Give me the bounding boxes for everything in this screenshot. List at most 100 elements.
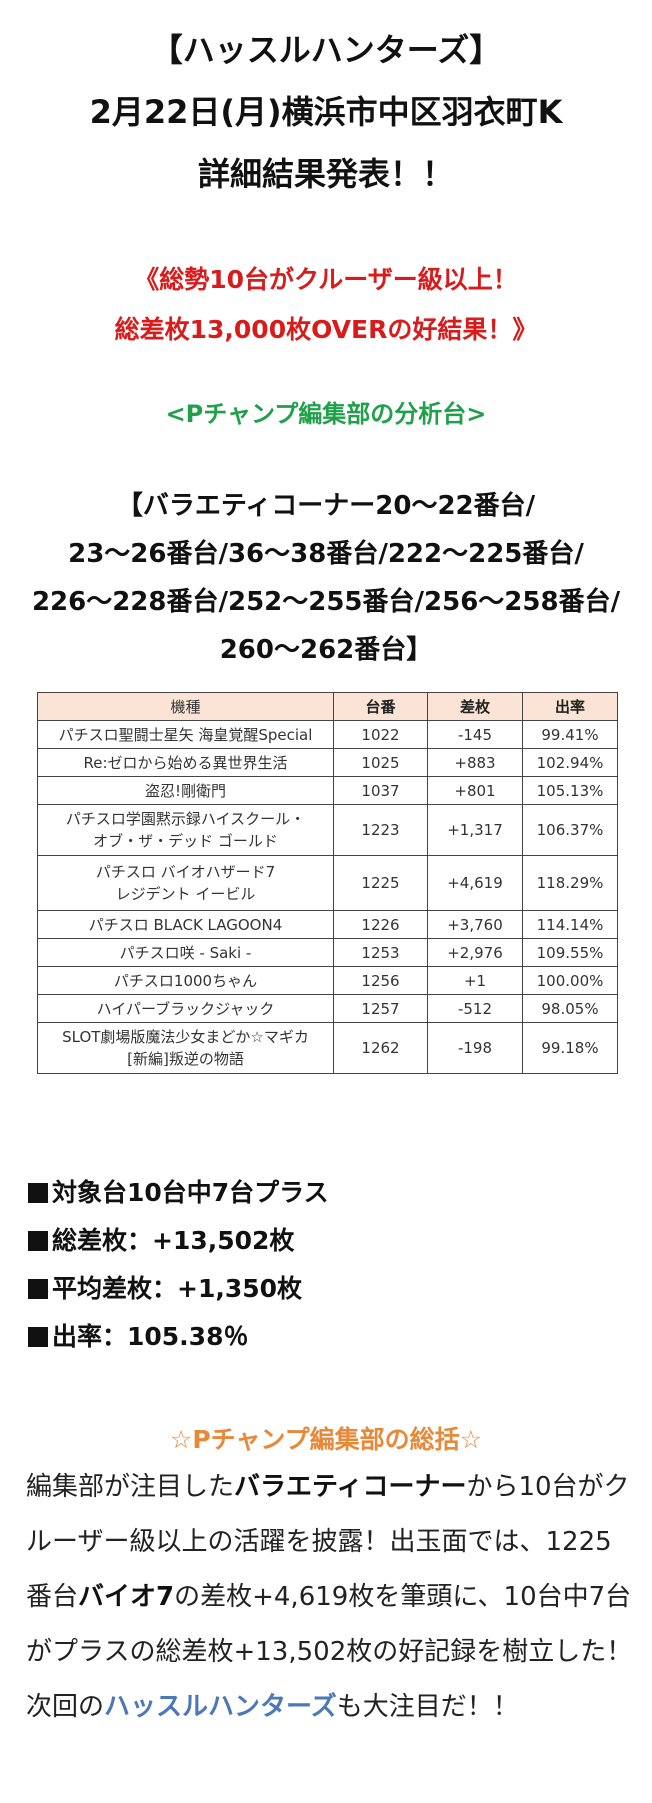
cell-rate: 106.37% (522, 804, 618, 856)
model-name-line1: SLOT劇場版魔法少女まどか☆マギカ (62, 1028, 309, 1046)
cell-machine-no: 1256 (333, 966, 428, 995)
cell-rate: 118.29% (522, 855, 618, 911)
cell-machine-no: 1257 (333, 994, 428, 1023)
model-name-line2: [新編]叛逆の物語 (127, 1050, 244, 1068)
corner-title-line1: 【バラエティコーナー20〜22番台/ (116, 491, 536, 521)
cell-model: パチスロ バイオハザード7 レジデント イービル (37, 855, 334, 911)
table-row: パチスロ咲 - Saki - 1253 +2,976 109.55% (37, 938, 618, 967)
summary-item-payout-rate: 出率：105.38％ (28, 1314, 628, 1359)
model-name-line1: パチスロ学園黙示録ハイスクール・ (65, 810, 306, 828)
model-name: 盗忍!剛衛門 (144, 781, 226, 800)
cell-diff: +3,760 (427, 910, 523, 939)
summary-text: 対象台10台中7台プラス (52, 1178, 329, 1207)
cell-machine-no: 1253 (333, 938, 428, 967)
square-bullet-icon (28, 1327, 48, 1347)
wrapup-text: から10台がクルーザー級以上の活躍を披露！出玉面では、1225番台 (26, 1472, 630, 1612)
corner-title-line3: 226〜228番台/252〜255番台/256〜258番台/ (31, 587, 621, 617)
model-name: パチスロ1000ちゃん (113, 971, 258, 990)
cell-machine-no: 1262 (333, 1022, 428, 1074)
results-table: 機種 台番 差枚 出率 パチスロ聖闘士星矢 海皇覚醒Special 1022 -… (37, 692, 618, 1074)
table-row: SLOT劇場版魔法少女まどか☆マギカ [新編]叛逆の物語 1262 -198 9… (37, 1022, 618, 1074)
table-row: パチスロ1000ちゃん 1256 +1 100.00% (37, 966, 618, 995)
cell-machine-no: 1225 (333, 855, 428, 911)
corner-title-line4: 260〜262番台】 (219, 635, 433, 665)
table-row: パチスロ BLACK LAGOON4 1226 +3,760 114.14% (37, 910, 618, 939)
analysis-label: <Pチャンプ編集部の分析台> (165, 400, 487, 428)
cell-rate: 102.94% (522, 748, 618, 777)
cell-diff: +801 (427, 776, 523, 805)
square-bullet-icon (28, 1279, 48, 1299)
summary-item-average-diff: 平均差枚：+1,350枚 (28, 1266, 628, 1311)
cell-model: パチスロ咲 - Saki - (37, 938, 334, 967)
cell-diff: -145 (427, 720, 523, 749)
column-header-diff: 差枚 (427, 692, 523, 721)
cell-machine-no: 1037 (333, 776, 428, 805)
wrapup-text: の差枚+4,619枚を筆頭に、10台中7台がプラスの総差枚+13,502枚の好記… (26, 1582, 633, 1722)
cell-diff: +883 (427, 748, 523, 777)
table-row: Re:ゼロから始める異世界生活 1025 +883 102.94% (37, 748, 618, 777)
model-name: パチスロ聖闘士星矢 海皇覚醒Special (58, 725, 313, 744)
cell-model: パチスロ BLACK LAGOON4 (37, 910, 334, 939)
table-row: 盗忍!剛衛門 1037 +801 105.13% (37, 776, 618, 805)
model-name: パチスロ咲 - Saki - (119, 943, 252, 962)
model-name-line2: オブ・ザ・デッド ゴールド (93, 832, 278, 850)
cell-model: 盗忍!剛衛門 (37, 776, 334, 805)
model-name-line2: レジデント イービル (115, 885, 256, 903)
corner-title-line2: 23〜26番台/36〜38番台/222〜225番台/ (68, 539, 584, 569)
column-header-rate: 出率 (522, 692, 618, 721)
table-row: パチスロ バイオハザード7 レジデント イービル 1225 +4,619 118… (37, 855, 618, 911)
wrapup-text: も大注目だ！！ (336, 1692, 519, 1722)
wrapup-emphasis-machine: バイオ7 (78, 1582, 175, 1612)
cell-rate: 114.14% (522, 910, 618, 939)
page-title-line2: 2月22日(月)横浜市中区羽衣町K (89, 93, 563, 131)
square-bullet-icon (28, 1231, 48, 1251)
cell-rate: 105.13% (522, 776, 618, 805)
summary-text: 平均差枚：+1,350枚 (52, 1274, 303, 1303)
cell-model: パチスロ学園黙示録ハイスクール・ オブ・ザ・デッド ゴールド (37, 804, 334, 856)
cell-rate: 98.05% (522, 994, 618, 1023)
summary-text: 出率：105.38％ (52, 1322, 249, 1351)
cell-diff: -512 (427, 994, 523, 1023)
model-name: ハイパーブラックジャック (96, 999, 275, 1018)
cell-model: Re:ゼロから始める異世界生活 (37, 748, 334, 777)
cell-model: パチスロ1000ちゃん (37, 966, 334, 995)
summary-text: 総差枚：+13,502枚 (52, 1226, 295, 1255)
page-title-line1: 【ハッスルハンターズ】 (150, 31, 502, 69)
cell-model: ハイパーブラックジャック (37, 994, 334, 1023)
headline-line2: 総差枚13,000枚OVERの好結果！》 (114, 315, 538, 344)
table-header-row: 機種 台番 差枚 出率 (37, 692, 618, 721)
cell-diff: +1,317 (427, 804, 523, 856)
summary-item-plus-count: 対象台10台中7台プラス (28, 1170, 628, 1215)
model-name: Re:ゼロから始める異世界生活 (83, 753, 288, 772)
cell-diff: +2,976 (427, 938, 523, 967)
cell-rate: 100.00% (522, 966, 618, 995)
column-header-model: 機種 (37, 692, 334, 721)
cell-machine-no: 1025 (333, 748, 428, 777)
cell-machine-no: 1223 (333, 804, 428, 856)
page-title-line3: 詳細結果発表！！ (197, 155, 454, 193)
cell-diff: +4,619 (427, 855, 523, 911)
summary-item-total-diff: 総差枚：+13,502枚 (28, 1218, 628, 1263)
wrapup-emphasis-event-name: ハッスルハンターズ (104, 1692, 337, 1722)
cell-machine-no: 1226 (333, 910, 428, 939)
headline-line1: 《総勢10台がクルーザー級以上！ (134, 265, 518, 294)
model-name-line1: パチスロ バイオハザード7 (95, 863, 276, 881)
cell-rate: 109.55% (522, 938, 618, 967)
table-row: ハイパーブラックジャック 1257 -512 98.05% (37, 994, 618, 1023)
table-row: パチスロ学園黙示録ハイスクール・ オブ・ザ・デッド ゴールド 1223 +1,3… (37, 804, 618, 856)
column-header-machine-no: 台番 (333, 692, 428, 721)
wrapup-text: 編集部が注目した (26, 1472, 235, 1502)
cell-model: パチスロ聖闘士星矢 海皇覚醒Special (37, 720, 334, 749)
square-bullet-icon (28, 1183, 48, 1203)
cell-model: SLOT劇場版魔法少女まどか☆マギカ [新編]叛逆の物語 (37, 1022, 334, 1074)
cell-diff: -198 (427, 1022, 523, 1074)
table-row: パチスロ聖闘士星矢 海皇覚醒Special 1022 -145 99.41% (37, 720, 618, 749)
wrapup-emphasis-corner: バラエティコーナー (234, 1472, 467, 1502)
wrapup-paragraph: 編集部が注目したバラエティコーナーから10台がクルーザー級以上の活躍を披露！出玉… (26, 1460, 636, 1735)
cell-rate: 99.41% (522, 720, 618, 749)
wrapup-title: ☆Pチャンプ編集部の総括☆ (169, 1425, 483, 1454)
cell-machine-no: 1022 (333, 720, 428, 749)
model-name: パチスロ BLACK LAGOON4 (88, 915, 283, 934)
cell-rate: 99.18% (522, 1022, 618, 1074)
cell-diff: +1 (427, 966, 523, 995)
